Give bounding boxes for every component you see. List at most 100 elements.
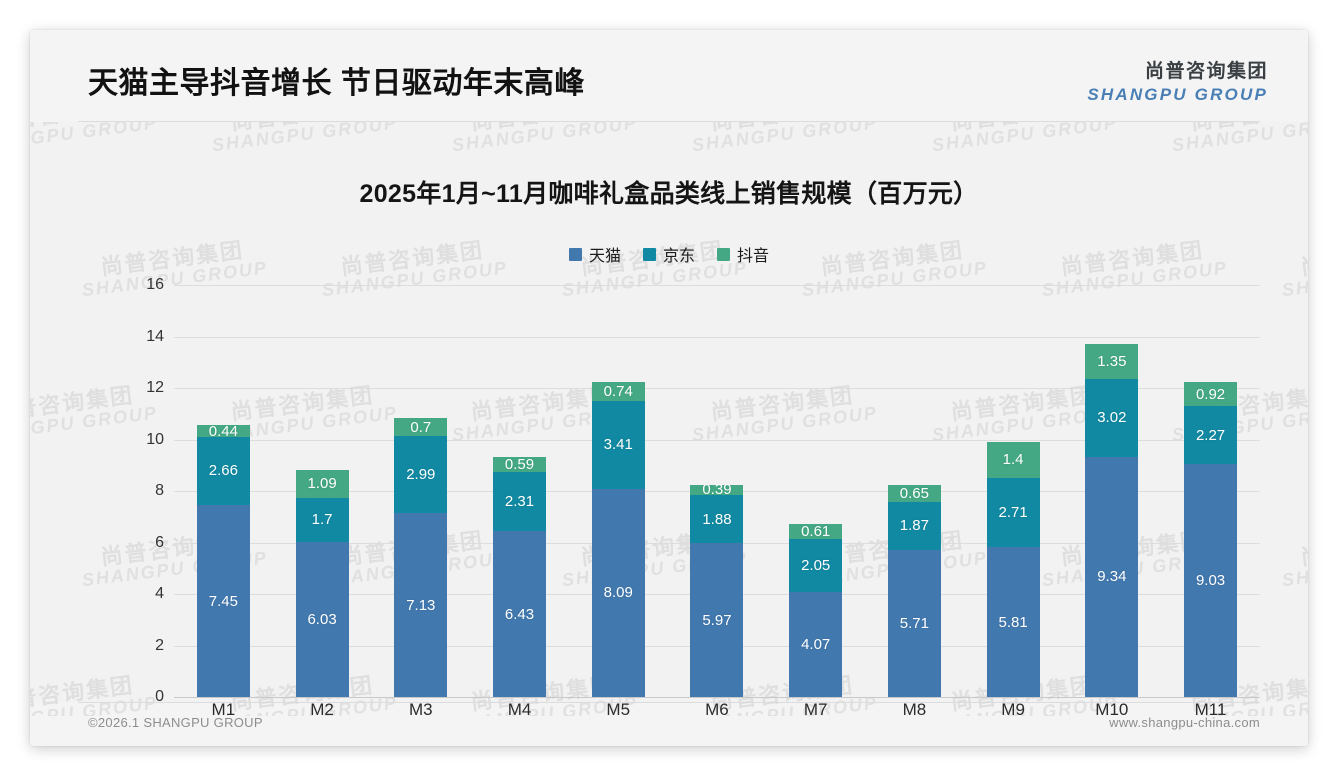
bar-segment-天猫[interactable]: 9.03	[1184, 464, 1238, 697]
bar-segment-天猫[interactable]: 6.03	[295, 541, 349, 697]
legend-item-3[interactable]: 抖音	[717, 242, 769, 266]
bar-stack: 0.61 2.05 4.07	[789, 523, 843, 697]
bar-segment-京东[interactable]: 2.31	[493, 471, 547, 532]
legend-label: 京东	[662, 248, 695, 265]
bar-value-label: 0.7	[410, 418, 432, 436]
gridline	[174, 439, 1260, 441]
bar-segment-抖音[interactable]: 0.65	[887, 485, 941, 502]
bar-segment-天猫[interactable]: 7.13	[394, 513, 448, 697]
bar-segment-天猫[interactable]: 5.81	[986, 547, 1040, 697]
y-axis-tick-label: 12	[146, 379, 164, 396]
bar-column[interactable]: 0.65 1.87 5.71	[870, 285, 958, 697]
bar-segment-抖音[interactable]: 0.92	[1184, 382, 1238, 407]
bar-segment-京东[interactable]: 1.88	[690, 494, 744, 544]
legend-label: 抖音	[737, 248, 770, 265]
bar-column[interactable]: 0.59 2.31 6.43	[476, 285, 564, 697]
bar-stack: 0.65 1.87 5.71	[887, 485, 941, 697]
bar-value-label: 0.44	[208, 422, 238, 440]
bar-segment-天猫[interactable]: 7.45	[196, 505, 250, 697]
bar-segment-抖音[interactable]: 0.59	[493, 456, 547, 472]
y-axis-tick-label: 16	[146, 276, 164, 293]
bar-segment-京东[interactable]: 3.02	[1085, 378, 1139, 457]
brand-logo: 尚普咨询集团 SHANGPU GROUP	[1087, 62, 1268, 103]
bar-column[interactable]: 0.92 2.27 9.03	[1167, 285, 1255, 697]
bar-segment-天猫[interactable]: 8.09	[591, 488, 645, 697]
bar-segment-京东[interactable]: 1.87	[887, 501, 941, 550]
bar-stack: 0.39 1.88 5.97	[690, 481, 744, 697]
bar-value-label: 4.07	[801, 636, 831, 654]
bar-column[interactable]: 0.39 1.88 5.97	[673, 285, 761, 697]
chart-title: 2025年1月~11月咖啡礼盒品类线上销售规模（百万元）	[359, 180, 979, 208]
bar-value-label: 0.39	[702, 481, 732, 499]
bar-segment-天猫[interactable]: 9.34	[1085, 456, 1139, 697]
bar-segment-天猫[interactable]: 6.43	[493, 531, 547, 697]
y-axis-tick-label: 14	[146, 327, 164, 345]
bar-column[interactable]: 1.4 2.71 5.81	[969, 285, 1057, 697]
watermark-chinese: 尚普咨询集团	[1168, 122, 1308, 136]
x-axis-tick-label: M7	[803, 700, 828, 716]
watermark-chinese: 尚普咨询集团	[688, 122, 876, 136]
x-axis-tick-label: M8	[902, 700, 927, 716]
bar-stack: 0.7 2.99 7.13	[394, 418, 448, 697]
bar-value-label: 8.09	[603, 584, 633, 602]
bar-segment-京东[interactable]: 3.41	[591, 400, 645, 489]
bar-segment-抖音[interactable]: 1.4	[986, 441, 1040, 478]
bar-stack: 0.92 2.27 9.03	[1184, 382, 1238, 697]
watermark-english: SHANGPU GROUP	[690, 122, 879, 156]
watermark-english: SHANGPU GROUP	[1280, 548, 1308, 591]
bar-segment-京东[interactable]: 2.05	[789, 539, 843, 593]
bar-segment-抖音[interactable]: 0.39	[690, 481, 744, 499]
bar-value-label: 5.81	[998, 613, 1028, 631]
bar-value-label: 1.35	[1097, 352, 1127, 370]
website-url[interactable]: www.shangpu-china.com	[1109, 715, 1260, 730]
legend-item-1[interactable]: 天猫	[568, 242, 621, 266]
bar-column[interactable]: 0.74 3.41 8.09	[574, 285, 662, 697]
bar-segment-京东[interactable]: 2.27	[1184, 406, 1238, 465]
gridline	[174, 697, 1260, 698]
y-axis-tick-label: 0	[155, 688, 164, 705]
bar-segment-抖音[interactable]: 1.09	[295, 469, 349, 498]
bar-segment-京东[interactable]: 1.7	[295, 497, 349, 542]
bar-stack: 1.09 1.7 6.03	[295, 469, 349, 697]
bar-column[interactable]: 1.35 3.02 9.34	[1068, 285, 1156, 697]
bar-column[interactable]: 1.09 1.7 6.03	[278, 285, 366, 697]
bar-value-label: 7.13	[406, 596, 436, 614]
bar-segment-抖音[interactable]: 1.35	[1085, 344, 1139, 379]
bar-segment-天猫[interactable]: 5.97	[690, 543, 744, 697]
legend-item-2[interactable]: 京东	[642, 242, 695, 266]
bar-column[interactable]: 0.44 2.66 7.45	[179, 285, 267, 697]
watermark-english: SHANGPU GROUP	[450, 122, 639, 156]
bar-value-label: 1.88	[702, 510, 732, 528]
bar-value-label: 0.61	[801, 523, 831, 541]
gridline	[174, 285, 1260, 286]
watermark-chinese: 尚普咨询集团	[928, 122, 1116, 136]
bar-segment-抖音[interactable]: 0.44	[196, 422, 250, 440]
bar-value-label: 5.71	[899, 614, 929, 632]
bar-value-label: 6.03	[307, 610, 337, 628]
bar-segment-京东[interactable]: 2.71	[986, 477, 1040, 548]
bar-column[interactable]: 0.7 2.99 7.13	[377, 285, 465, 697]
chart-legend: 天猫 京东 抖音	[30, 242, 1308, 266]
bar-group: 0.44 2.66 7.45 1.09 1.7 6.03 0.7 2.99 7.13 0.59 2.…	[174, 285, 1260, 697]
x-axis-tick-label: M10	[1095, 700, 1129, 716]
page-title: 天猫主导抖音增长 节日驱动年末高峰	[88, 67, 585, 100]
bar-segment-天猫[interactable]: 5.71	[887, 549, 941, 697]
bar-value-label: 2.05	[801, 557, 831, 575]
x-axis-tick-label: M2	[310, 700, 334, 716]
bar-segment-京东[interactable]: 2.66	[196, 436, 250, 506]
slide-header: 天猫主导抖音增长 节日驱动年末高峰 尚普咨询集团 SHANGPU GROUP	[30, 30, 1308, 121]
bar-segment-天猫[interactable]: 4.07	[789, 592, 843, 697]
bar-value-label: 3.41	[603, 436, 633, 454]
bar-column[interactable]: 0.61 2.05 4.07	[772, 285, 860, 697]
bar-segment-抖音[interactable]: 0.74	[591, 381, 645, 401]
bar-segment-抖音[interactable]: 0.61	[789, 523, 843, 541]
logo-english-text: SHANGPU GROUP	[1087, 85, 1268, 104]
slide-footer: ©2026.1 SHANGPU GROUP www.shangpu-china.…	[30, 702, 1308, 746]
bar-value-label: 9.34	[1097, 568, 1127, 586]
bar-segment-京东[interactable]: 2.99	[394, 436, 448, 514]
bar-segment-抖音[interactable]: 0.7	[394, 418, 448, 437]
slide-card: 天猫主导抖音增长 节日驱动年末高峰 尚普咨询集团 SHANGPU GROUP 尚…	[30, 30, 1308, 746]
